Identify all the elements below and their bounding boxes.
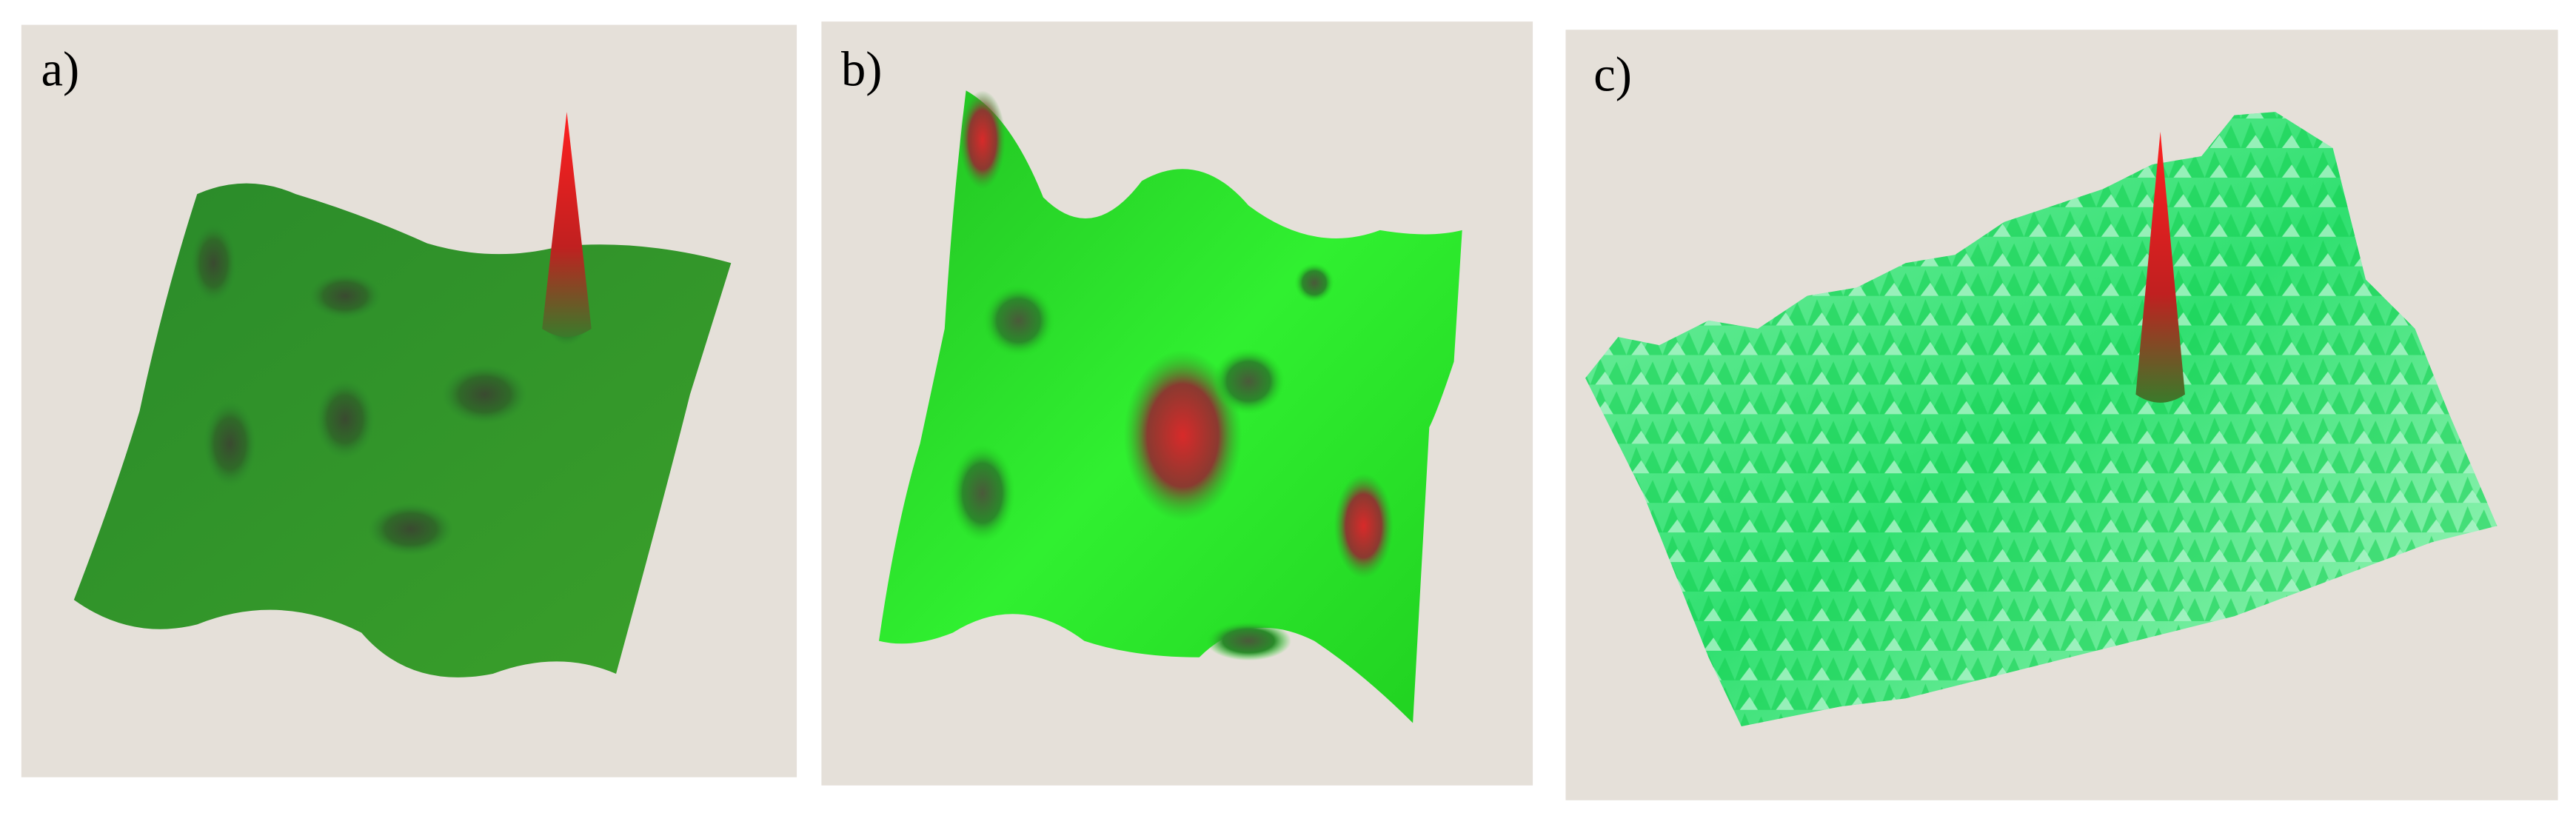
panel-label: c) [1593, 47, 1632, 101]
dip [441, 364, 528, 424]
dip [309, 272, 381, 319]
dip [1205, 620, 1291, 661]
panel-b: b) [821, 21, 1533, 786]
dip [204, 401, 257, 487]
peak [542, 112, 592, 338]
peak [959, 90, 1006, 190]
panel-c: c) [1565, 30, 2558, 800]
dip [368, 503, 454, 556]
panel-label: b) [841, 43, 882, 97]
panel-a: a) [21, 24, 797, 777]
peak [2135, 131, 2185, 403]
dip [1294, 263, 1334, 303]
peak [1334, 473, 1394, 579]
panel-label: a) [41, 43, 79, 97]
dip [190, 224, 237, 303]
dip [315, 379, 375, 459]
peak [1123, 349, 1242, 521]
peak [949, 444, 1016, 543]
dip [1212, 348, 1285, 415]
dip [982, 284, 1055, 357]
surface-texture [1585, 112, 2498, 726]
